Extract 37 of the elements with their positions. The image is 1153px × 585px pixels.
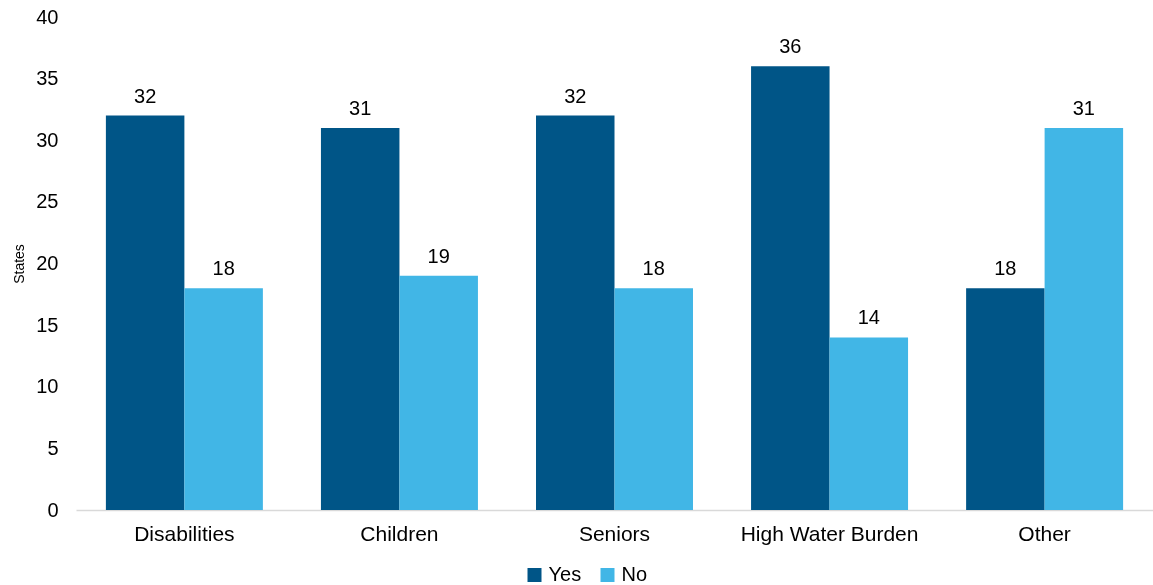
- data-label: 32: [134, 84, 157, 107]
- data-label: 18: [212, 257, 235, 280]
- x-tick-label: Seniors: [578, 521, 651, 545]
- bar: [105, 115, 185, 510]
- y-tick-label: 10: [36, 375, 59, 398]
- data-label: 31: [349, 96, 372, 119]
- bar: [320, 127, 400, 510]
- legend-label: No: [621, 563, 648, 585]
- legend-label: Yes: [548, 563, 582, 585]
- y-tick-label: 25: [36, 190, 59, 213]
- data-label: 14: [857, 306, 880, 329]
- y-axis-title: States: [11, 244, 28, 284]
- y-tick-label: 0: [47, 498, 59, 521]
- y-tick-label: 35: [36, 67, 59, 90]
- bar: [184, 288, 263, 510]
- bar: [536, 115, 615, 510]
- bar: [1044, 127, 1124, 510]
- bar: [966, 288, 1045, 510]
- bar: [829, 337, 909, 510]
- data-label: 32: [564, 84, 587, 107]
- y-tick-label: 20: [36, 252, 59, 274]
- data-label: 31: [1072, 96, 1095, 119]
- data-label: 36: [779, 35, 802, 58]
- data-label: 18: [994, 257, 1017, 280]
- y-tick-label: 15: [36, 313, 59, 336]
- x-tick-label: Children: [360, 521, 439, 545]
- y-tick-label: 5: [47, 436, 59, 459]
- y-tick-label: 40: [36, 5, 59, 28]
- data-label: 18: [642, 257, 665, 280]
- data-label: 19: [427, 244, 450, 267]
- x-tick-label: Other: [1018, 521, 1071, 545]
- bar: [751, 66, 830, 510]
- bar: [614, 288, 693, 510]
- bar: [399, 275, 478, 510]
- y-tick-label: 30: [36, 128, 59, 151]
- x-tick-label: High Water Burden: [740, 521, 919, 545]
- x-tick-label: Disabilities: [134, 521, 235, 545]
